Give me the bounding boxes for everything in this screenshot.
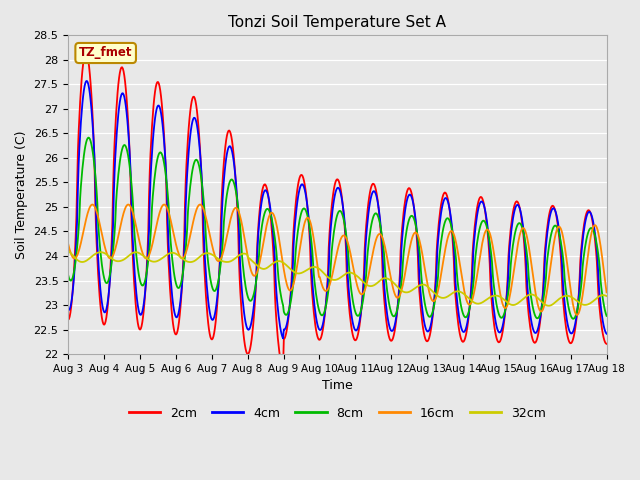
- 2cm: [603, 341, 611, 347]
- 4cm: [213, 295, 221, 301]
- 32cm: [74, 257, 82, 263]
- 2cm: [83, 49, 90, 55]
- 16cm: [573, 312, 581, 318]
- 2cm: [185, 125, 193, 131]
- X-axis label: Time: Time: [322, 379, 353, 392]
- 16cm: [404, 258, 412, 264]
- 4cm: [74, 186, 82, 192]
- 32cm: [64, 249, 72, 254]
- 2cm: [130, 278, 138, 284]
- 16cm: [184, 243, 192, 249]
- 16cm: [129, 211, 137, 217]
- 2cm: [404, 186, 412, 192]
- 8cm: [213, 283, 221, 289]
- Legend: 2cm, 4cm, 8cm, 16cm, 32cm: 2cm, 4cm, 8cm, 16cm, 32cm: [124, 402, 551, 425]
- 4cm: [404, 193, 412, 199]
- 8cm: [603, 313, 611, 319]
- 8cm: [74, 236, 82, 241]
- 8cm: [570, 316, 577, 322]
- 2cm: [279, 366, 287, 372]
- 32cm: [212, 255, 220, 261]
- Text: TZ_fmet: TZ_fmet: [79, 47, 132, 60]
- 2cm: [420, 330, 428, 336]
- Line: 16cm: 16cm: [68, 204, 607, 315]
- 4cm: [185, 149, 193, 155]
- 32cm: [545, 303, 553, 309]
- 32cm: [184, 259, 192, 264]
- Title: Tonzi Soil Temperature Set A: Tonzi Soil Temperature Set A: [228, 15, 446, 30]
- 8cm: [404, 223, 412, 229]
- 16cm: [213, 258, 221, 264]
- 4cm: [130, 261, 138, 266]
- 32cm: [603, 293, 611, 299]
- 32cm: [419, 282, 426, 288]
- Line: 2cm: 2cm: [68, 52, 607, 369]
- 2cm: [64, 317, 72, 323]
- 4cm: [420, 317, 428, 323]
- 16cm: [603, 289, 611, 295]
- 4cm: [83, 78, 91, 84]
- 8cm: [419, 289, 427, 295]
- Y-axis label: Soil Temperature (C): Soil Temperature (C): [15, 131, 28, 259]
- 2cm: [74, 149, 82, 155]
- 32cm: [403, 289, 410, 295]
- 16cm: [64, 241, 72, 247]
- 2cm: [213, 302, 221, 308]
- 16cm: [74, 251, 82, 257]
- Line: 4cm: 4cm: [68, 81, 607, 338]
- 4cm: [603, 331, 611, 336]
- 32cm: [129, 250, 137, 255]
- Line: 32cm: 32cm: [68, 252, 607, 306]
- 16cm: [419, 256, 427, 262]
- 8cm: [84, 135, 92, 141]
- 8cm: [185, 199, 193, 204]
- 4cm: [279, 336, 287, 341]
- Line: 8cm: 8cm: [68, 138, 607, 319]
- 16cm: [196, 202, 204, 207]
- 8cm: [64, 272, 72, 278]
- 8cm: [130, 225, 138, 230]
- 4cm: [64, 307, 72, 312]
